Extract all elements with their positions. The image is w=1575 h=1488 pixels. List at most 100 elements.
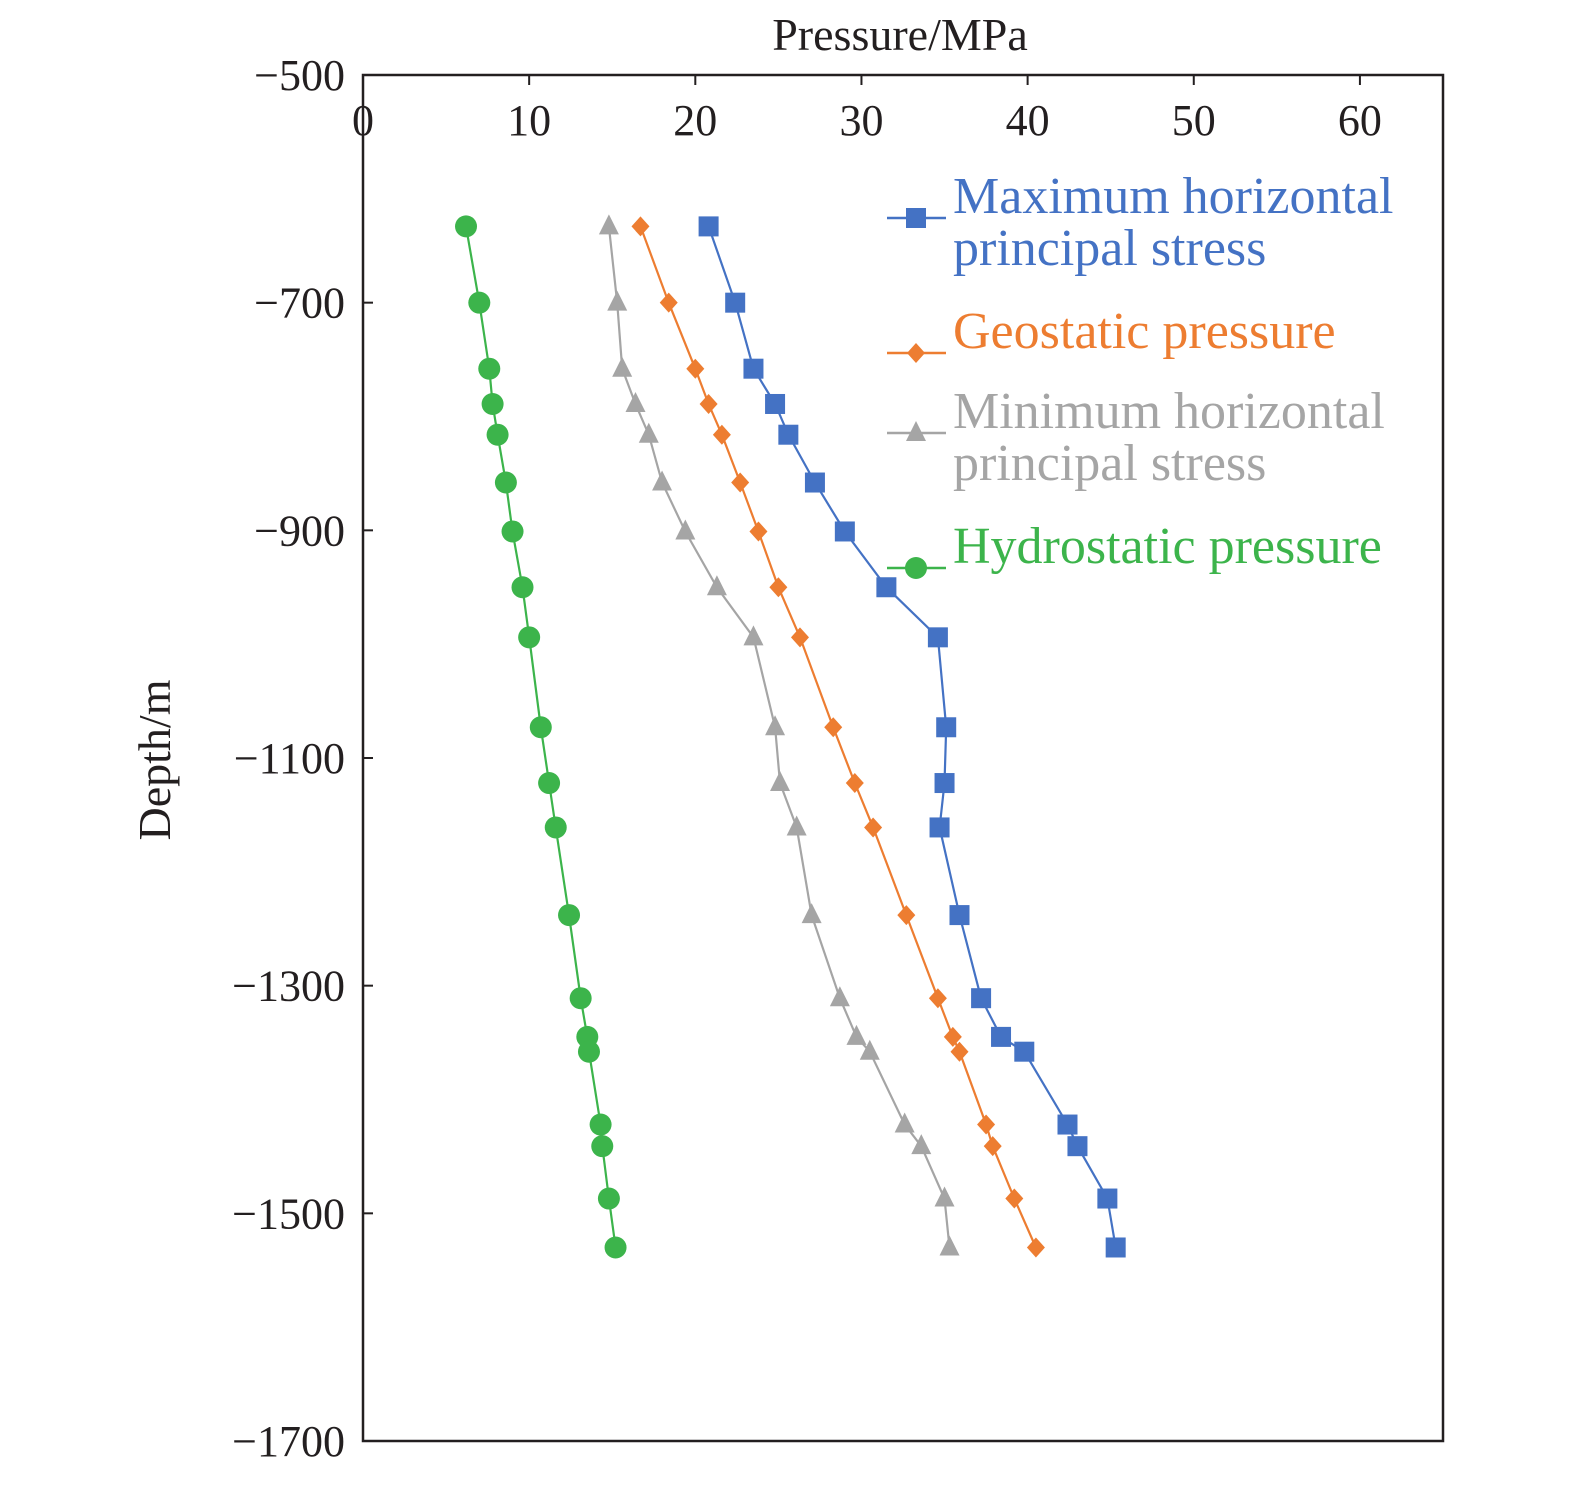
legend-label-line2: principal stress bbox=[953, 435, 1266, 492]
data-point-max_h bbox=[804, 472, 825, 493]
legend-label: Geostatic pressure bbox=[953, 303, 1336, 360]
data-point-geo bbox=[928, 988, 947, 1009]
data-point-hydro bbox=[597, 1187, 620, 1210]
data-point-geo bbox=[845, 773, 864, 794]
x-tick-label: 40 bbox=[1006, 96, 1050, 145]
data-point-max_h bbox=[698, 216, 719, 237]
y-tick-label: −700 bbox=[254, 279, 345, 328]
data-point-geo bbox=[1005, 1188, 1024, 1209]
data-point-max_h bbox=[936, 717, 957, 738]
data-point-geo bbox=[769, 577, 788, 598]
data-point-hydro bbox=[577, 1040, 600, 1063]
data-point-min_h bbox=[675, 519, 696, 540]
data-point-min_h bbox=[765, 715, 786, 736]
x-tick-label: 60 bbox=[1338, 96, 1382, 145]
legend-item-geo: Geostatic pressure bbox=[887, 303, 1336, 363]
data-point-hydro bbox=[538, 772, 561, 795]
data-point-min_h bbox=[598, 214, 619, 235]
legend-marker-geo bbox=[907, 343, 925, 363]
legend-item-hydro: Hydrostatic pressure bbox=[887, 518, 1382, 579]
data-point-geo bbox=[712, 424, 731, 445]
data-point-hydro bbox=[589, 1113, 612, 1136]
data-point-max_h bbox=[1105, 1237, 1126, 1258]
data-point-hydro bbox=[455, 215, 478, 238]
legend-marker-min_h bbox=[906, 421, 926, 441]
data-point-max_h bbox=[743, 358, 764, 379]
data-point-max_h bbox=[971, 988, 992, 1009]
data-point-min_h bbox=[786, 815, 807, 836]
data-point-min_h bbox=[638, 422, 659, 443]
legend-marker-hydro bbox=[905, 557, 927, 579]
data-point-min_h bbox=[607, 290, 628, 311]
data-point-min_h bbox=[829, 986, 850, 1007]
data-point-max_h bbox=[991, 1026, 1012, 1047]
data-point-max_h bbox=[834, 521, 855, 542]
data-point-min_h bbox=[934, 1186, 955, 1207]
data-point-geo bbox=[977, 1114, 996, 1135]
data-point-max_h bbox=[927, 627, 948, 648]
data-point-min_h bbox=[652, 470, 673, 491]
data-point-geo bbox=[749, 521, 768, 542]
y-tick-label: −500 bbox=[254, 51, 345, 100]
data-point-max_h bbox=[1014, 1041, 1035, 1062]
data-point-geo bbox=[983, 1136, 1002, 1157]
data-point-geo bbox=[864, 817, 883, 838]
y-axis-title: Depth/m bbox=[129, 679, 180, 840]
axis-ticks: 0 10 20 30 40 50 60 −500 −700 −900 −1100 −1300 −1500… bbox=[232, 51, 1382, 1466]
data-point-min_h bbox=[743, 625, 764, 646]
legend-label: Maximum horizontal bbox=[953, 168, 1393, 225]
data-point-hydro bbox=[501, 520, 524, 543]
data-point-hydro bbox=[481, 392, 504, 415]
data-point-hydro bbox=[478, 357, 501, 380]
legend-label: Hydrostatic pressure bbox=[953, 518, 1382, 575]
data-point-min_h bbox=[859, 1039, 880, 1060]
data-point-geo bbox=[950, 1041, 969, 1062]
data-point-geo bbox=[659, 292, 678, 313]
x-axis-title: Pressure/MPa bbox=[772, 9, 1028, 60]
data-point-max_h bbox=[876, 577, 897, 598]
data-point-max_h bbox=[725, 292, 746, 313]
y-tick-label: −1700 bbox=[232, 1417, 345, 1466]
data-point-max_h bbox=[949, 905, 970, 926]
y-tick-label: −1100 bbox=[234, 734, 345, 783]
y-tick-label: −900 bbox=[254, 506, 345, 555]
legend-label: Minimum horizontal bbox=[953, 383, 1385, 440]
data-point-hydro bbox=[468, 291, 491, 314]
data-point-geo bbox=[824, 717, 843, 738]
data-point-hydro bbox=[591, 1135, 614, 1158]
data-point-geo bbox=[731, 472, 750, 493]
data-point-max_h bbox=[929, 817, 950, 838]
data-point-max_h bbox=[1067, 1136, 1088, 1157]
data-point-geo bbox=[790, 627, 809, 648]
series-geo bbox=[631, 216, 1045, 1258]
data-point-min_h bbox=[612, 356, 633, 377]
data-point-min_h bbox=[846, 1024, 867, 1045]
series-min_h bbox=[598, 214, 960, 1256]
data-point-geo bbox=[943, 1026, 962, 1047]
data-point-hydro bbox=[511, 576, 534, 599]
data-point-hydro bbox=[558, 904, 581, 927]
data-point-min_h bbox=[706, 575, 727, 596]
y-tick-label: −1300 bbox=[232, 962, 345, 1011]
series-max_h bbox=[698, 216, 1126, 1258]
series-line-max_h bbox=[707, 226, 1117, 1248]
data-point-hydro bbox=[529, 716, 552, 739]
data-point-max_h bbox=[778, 424, 799, 445]
x-tick-label: 30 bbox=[839, 96, 883, 145]
legend-label-line2: principal stress bbox=[953, 220, 1266, 277]
data-point-min_h bbox=[770, 771, 791, 792]
legend-marker-max_h bbox=[906, 208, 926, 228]
data-point-max_h bbox=[1097, 1188, 1118, 1209]
plot-frame bbox=[361, 73, 1445, 1443]
data-point-geo bbox=[1026, 1237, 1045, 1258]
data-point-max_h bbox=[1057, 1114, 1078, 1135]
data-point-min_h bbox=[939, 1235, 960, 1256]
series-hydro bbox=[455, 215, 627, 1259]
data-point-geo bbox=[699, 393, 718, 414]
series-line-geo bbox=[639, 226, 1037, 1248]
data-series bbox=[455, 214, 1126, 1259]
